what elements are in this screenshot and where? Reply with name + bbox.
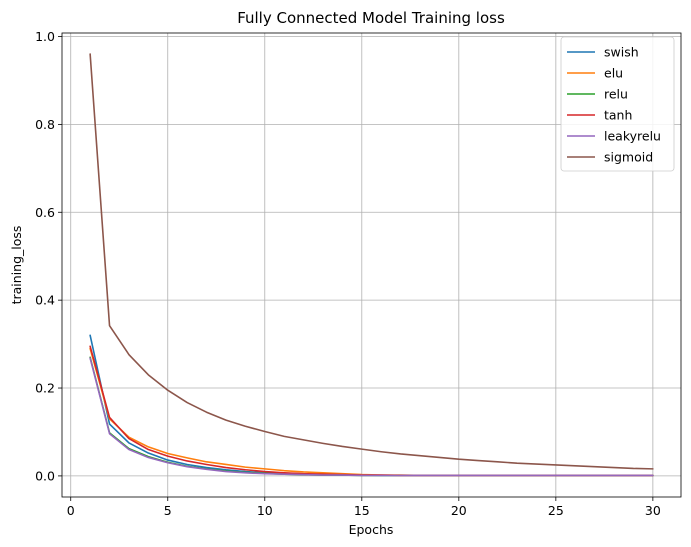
legend-label-swish: swish — [604, 45, 639, 60]
x-tick-label: 10 — [257, 503, 273, 518]
y-axis-ticks: 0.0 0.2 0.4 0.6 0.8 1.0 — [35, 29, 62, 483]
legend-label-leakyrelu: leakyrelu — [604, 129, 661, 144]
y-axis-label: training_loss — [9, 226, 24, 305]
legend-label-elu: elu — [604, 66, 623, 81]
y-tick-label: 0.4 — [35, 293, 55, 308]
y-tick-label: 0.0 — [35, 468, 55, 483]
y-tick-label: 0.2 — [35, 381, 55, 396]
x-tick-label: 5 — [164, 503, 172, 518]
legend-label-tanh: tanh — [604, 108, 632, 123]
x-tick-label: 30 — [645, 503, 661, 518]
legend-box — [560, 36, 675, 172]
plot-frame — [61, 32, 682, 498]
y-tick-label: 1.0 — [35, 29, 55, 44]
y-tick-label: 0.8 — [35, 117, 55, 132]
x-tick-label: 15 — [354, 503, 370, 518]
series-line-sigmoid — [89, 53, 654, 470]
chart-title: Fully Connected Model Training loss — [237, 9, 505, 27]
x-tick-label: 20 — [451, 503, 467, 518]
x-axis-label: Epochs — [349, 522, 394, 537]
series-lines — [89, 53, 654, 477]
x-tick-label: 0 — [67, 503, 75, 518]
series-line-leakyrelu — [89, 357, 654, 477]
y-tick-label: 0.6 — [35, 205, 55, 220]
legend-label-sigmoid: sigmoid — [604, 150, 653, 165]
legend-label-relu: relu — [604, 87, 628, 102]
legend: swish elu relu tanh leakyrelu sigmoid — [560, 36, 675, 172]
x-tick-label: 25 — [548, 503, 564, 518]
x-axis-ticks: 0 5 10 15 20 25 30 — [67, 497, 661, 518]
